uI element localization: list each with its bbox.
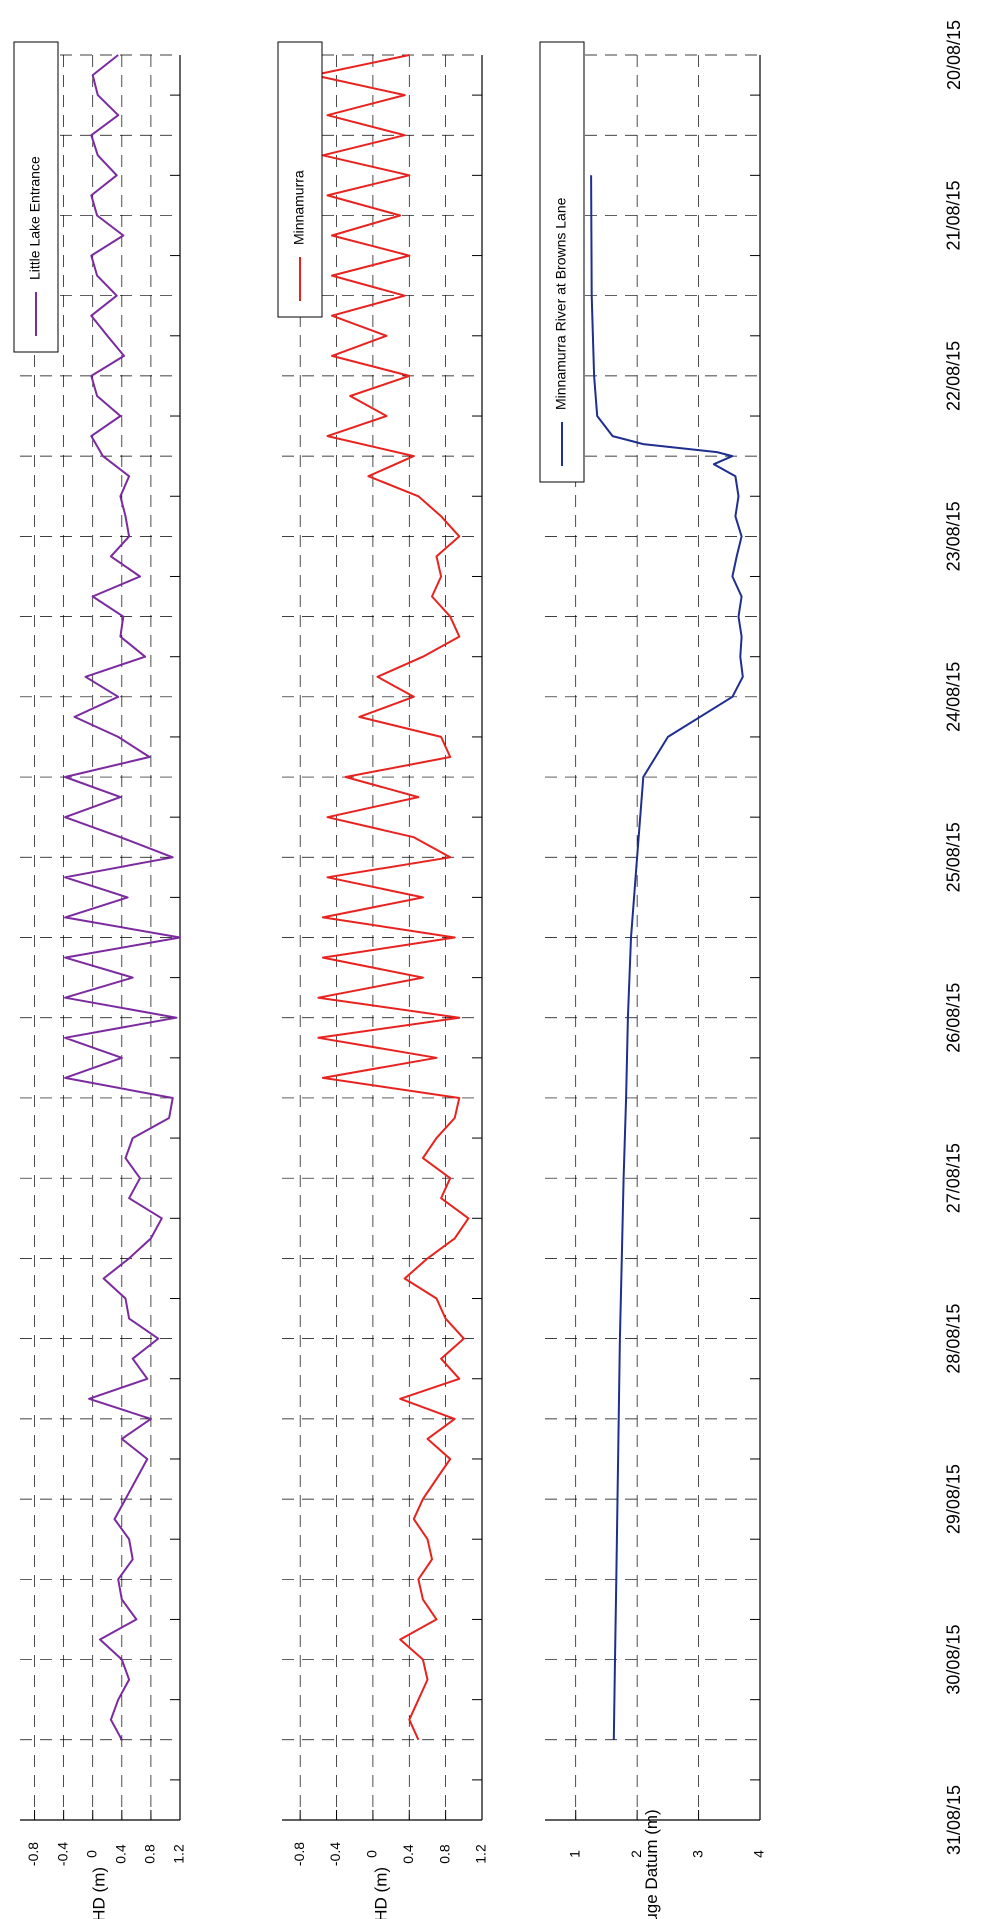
y-tick-label: -0.4 bbox=[327, 1842, 343, 1866]
y-tick-label: -0.4 bbox=[54, 1842, 70, 1866]
y-axis-title: AHD (m) bbox=[89, 1867, 108, 1919]
plots-group: 1.2 0.8 0.4 0 -0.4 -0.8 Little Lake Entrance AH… bbox=[13, 20, 964, 1919]
series-line bbox=[64, 54, 181, 1741]
series-line bbox=[312, 54, 470, 1741]
y-tick-label: -0.8 bbox=[291, 1842, 307, 1866]
y-tick-label: 3 bbox=[689, 1850, 705, 1858]
legend-label: Little Lake Entrance bbox=[27, 156, 43, 280]
y-tick-label: 4 bbox=[751, 1850, 767, 1858]
plot-panel-3: 4 3 2 1 Minnamurra River at Browns Lane Local… bbox=[539, 41, 767, 1919]
x-tick-label: 29/08/15 bbox=[944, 1464, 964, 1534]
x-axis-labels: 20/08/15 21/08/15 22/08/15 23/08/15 24/08/15… bbox=[944, 20, 964, 1855]
x-tick-label: 26/08/15 bbox=[944, 983, 964, 1053]
x-tick-label: 27/08/15 bbox=[944, 1143, 964, 1213]
y-tick-label: 1.2 bbox=[171, 1844, 187, 1864]
series-line bbox=[590, 175, 744, 1740]
x-tick-label: 25/08/15 bbox=[944, 822, 964, 892]
y-tick-label: 0.4 bbox=[400, 1844, 416, 1864]
x-tick-label: 21/08/15 bbox=[944, 180, 964, 250]
y-tick-label: 0.8 bbox=[142, 1844, 158, 1864]
y-tick-label: 0 bbox=[83, 1850, 99, 1858]
y-tick-label: 0 bbox=[364, 1850, 380, 1858]
x-tick-label: 31/08/15 bbox=[944, 1785, 964, 1855]
legend-box bbox=[539, 41, 585, 483]
y-tick-label: 0.8 bbox=[436, 1844, 452, 1864]
x-tick-label: 20/08/15 bbox=[944, 20, 964, 90]
x-tick-label: 28/08/15 bbox=[944, 1304, 964, 1374]
x-tick-label: 22/08/15 bbox=[944, 341, 964, 411]
y-tick-label: 0.4 bbox=[113, 1844, 129, 1864]
x-tick-label: 23/08/15 bbox=[944, 501, 964, 571]
x-tick-label: 30/08/15 bbox=[944, 1625, 964, 1695]
y-axis-title: Local Gauge Datum (m) bbox=[642, 1809, 661, 1919]
y-axis-title: AHD (m) bbox=[371, 1867, 390, 1919]
y-tick-label: -0.8 bbox=[25, 1842, 41, 1866]
y-tick-label: 1.2 bbox=[473, 1844, 489, 1864]
y-tick-label: 2 bbox=[628, 1850, 644, 1858]
plot-panel-2: 1.2 0.8 0.4 0 -0.4 -0.8 Minnamurra AHD (m) bbox=[277, 41, 489, 1919]
x-tick-label: 24/08/15 bbox=[944, 662, 964, 732]
plot-panel-1: 1.2 0.8 0.4 0 -0.4 -0.8 Little Lake Entrance AH… bbox=[13, 41, 187, 1919]
legend-label: Minnamurra bbox=[291, 170, 307, 245]
legend-label: Minnamurra River at Browns Lane bbox=[553, 197, 569, 410]
y-tick-label: 1 bbox=[566, 1850, 582, 1858]
